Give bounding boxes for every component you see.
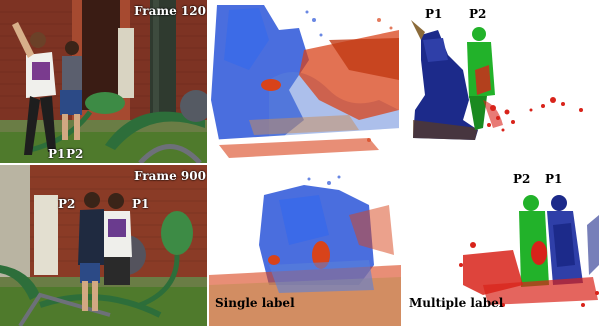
frame-label: Frame 120	[134, 4, 206, 18]
person-label-p1: P1	[48, 147, 66, 161]
person-label-p2: P2	[58, 197, 76, 211]
frame-label: Frame 900	[134, 169, 206, 183]
multiple-label-view-120: P1 P2	[403, 0, 608, 163]
video-frame-120: Frame 120 P1 P2	[0, 0, 207, 163]
single-label-point-cloud-900	[209, 165, 401, 326]
single-label-caption: Single label	[215, 296, 295, 310]
person-label-p2: P2	[513, 172, 531, 186]
multiple-label-point-cloud-120	[403, 0, 608, 163]
multiple-label-caption: Multiple label	[409, 296, 504, 310]
video-frame-900: Frame 900 P2 P1	[0, 165, 207, 326]
person-label-p1: P1	[132, 197, 150, 211]
single-label-view-120	[209, 0, 401, 163]
single-label-view-900: Single label	[209, 165, 401, 326]
video-frame-900-image	[0, 165, 207, 326]
video-frame-120-image	[0, 0, 207, 163]
person-label-p2: P2	[66, 147, 84, 161]
person-label-p2: P2	[469, 7, 487, 21]
single-label-point-cloud-120	[209, 0, 401, 163]
multiple-label-view-900: Multiple label P2 P1	[403, 165, 608, 326]
person-label-p1: P1	[545, 172, 563, 186]
multiple-label-point-cloud-900	[403, 165, 608, 326]
person-label-p1: P1	[425, 7, 443, 21]
